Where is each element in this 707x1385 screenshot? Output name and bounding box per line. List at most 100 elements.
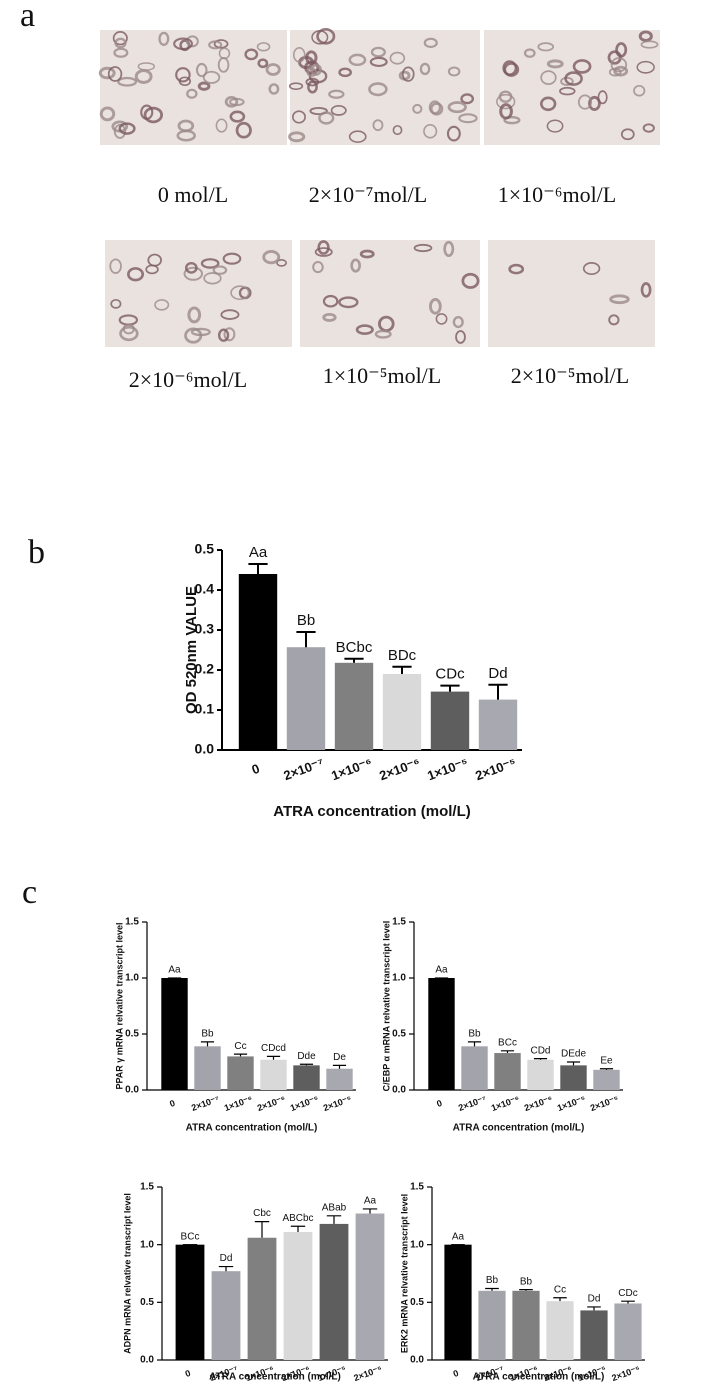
x-tick-label: 2×10⁻⁷: [457, 1094, 488, 1113]
bar: [512, 1290, 540, 1360]
micrograph: [98, 30, 287, 145]
caption: 1×10⁻⁶mol/L: [498, 182, 616, 207]
cell: [213, 39, 229, 49]
cell: [305, 77, 320, 87]
annotation: CDc: [618, 1288, 637, 1299]
bar: [247, 1237, 277, 1360]
annotation: Aa: [168, 965, 181, 976]
x-tick-label: 2×10⁻⁶: [377, 755, 422, 784]
error-bar: [587, 1306, 601, 1311]
annotation: Bb: [201, 1028, 214, 1039]
annotation: Bb: [297, 612, 315, 629]
cell: [502, 60, 517, 76]
bar: [382, 674, 422, 750]
cell: [173, 37, 193, 51]
cell: [311, 30, 329, 45]
y-tick-label: 0.5: [392, 1029, 406, 1040]
cell: [582, 262, 601, 275]
x-tick-label: 2×10⁻⁵: [352, 1364, 383, 1383]
cell: [119, 325, 139, 342]
error-bar: [290, 1225, 306, 1232]
cell: [257, 58, 269, 69]
error-bar: [533, 1058, 548, 1060]
cell: [359, 249, 375, 259]
cell: [499, 103, 513, 120]
annotation: BCbc: [336, 639, 373, 656]
cell: [314, 247, 333, 257]
cell: [158, 31, 170, 46]
x-tick-label: 1×10⁻⁶: [490, 1094, 521, 1113]
cell: [523, 48, 536, 58]
cell: [99, 106, 116, 122]
annotation: Bb: [520, 1276, 533, 1287]
y-tick-label: 1.0: [140, 1239, 154, 1250]
cell: [372, 119, 384, 132]
cell: [110, 298, 122, 309]
annotation: ABab: [322, 1202, 347, 1213]
cell: [559, 86, 576, 96]
bar: [260, 1059, 287, 1090]
cell: [322, 294, 339, 308]
cell: [318, 111, 335, 125]
cell: [114, 37, 127, 49]
cell: [292, 110, 306, 124]
micrograph: [488, 240, 655, 347]
bar: [478, 1290, 506, 1360]
cell: [546, 119, 564, 133]
cell: [98, 66, 116, 80]
error-bar: [440, 684, 460, 692]
error-bar: [621, 1300, 635, 1304]
y-axis-label: C/EBP α mRNA relvative transcript level: [381, 921, 391, 1092]
cell: [203, 272, 222, 285]
y-tick-label: 0.5: [125, 1029, 139, 1040]
micrograph: [484, 30, 660, 145]
cell: [435, 313, 448, 325]
error-bar: [299, 1063, 314, 1066]
y-axis-label: ADPN mRNA relvative transcript level: [122, 1193, 132, 1354]
cell: [109, 258, 122, 274]
cell: [620, 128, 635, 141]
caption: 2×10⁻⁶mol/L: [129, 367, 247, 392]
bar: [430, 691, 470, 750]
cell: [224, 95, 239, 108]
cell: [636, 60, 655, 74]
cell: [446, 125, 461, 142]
error-bar: [200, 1041, 215, 1047]
y-axis-label: OD 520nm VALUE: [183, 586, 200, 714]
cell: [447, 66, 461, 77]
cell: [316, 28, 336, 45]
bar: [211, 1271, 241, 1360]
cell: [572, 59, 592, 74]
bar: [614, 1303, 642, 1360]
cell: [452, 316, 464, 329]
error-bar: [248, 563, 268, 574]
cell: [389, 51, 406, 65]
cell: [348, 130, 367, 143]
cell: [137, 62, 156, 71]
cell: [317, 240, 330, 255]
cell: [610, 57, 628, 73]
cell: [244, 48, 259, 61]
cell: [461, 272, 480, 289]
cell: [348, 53, 367, 67]
cell: [208, 40, 223, 50]
cell: [330, 105, 347, 116]
y-tick-label: 0.2: [195, 661, 215, 677]
y-tick-label: 0.5: [195, 541, 215, 557]
annotation: Dd: [220, 1253, 233, 1264]
cell: [640, 282, 652, 298]
x-tick-label: 2×10⁻⁵: [322, 1094, 353, 1113]
cell: [222, 252, 242, 265]
cell: [143, 106, 163, 124]
cell: [118, 122, 136, 135]
annotation: BCc: [498, 1037, 517, 1048]
error-bar: [392, 665, 412, 674]
error-bar: [566, 1061, 581, 1066]
micrograph-bg: [488, 240, 655, 347]
cell: [588, 95, 601, 112]
cell: [190, 327, 211, 337]
x-axis-label: ATRA concentration (mol/L): [186, 1123, 318, 1134]
y-tick-label: 0.0: [195, 741, 215, 757]
y-tick-label: 0.0: [392, 1085, 406, 1096]
